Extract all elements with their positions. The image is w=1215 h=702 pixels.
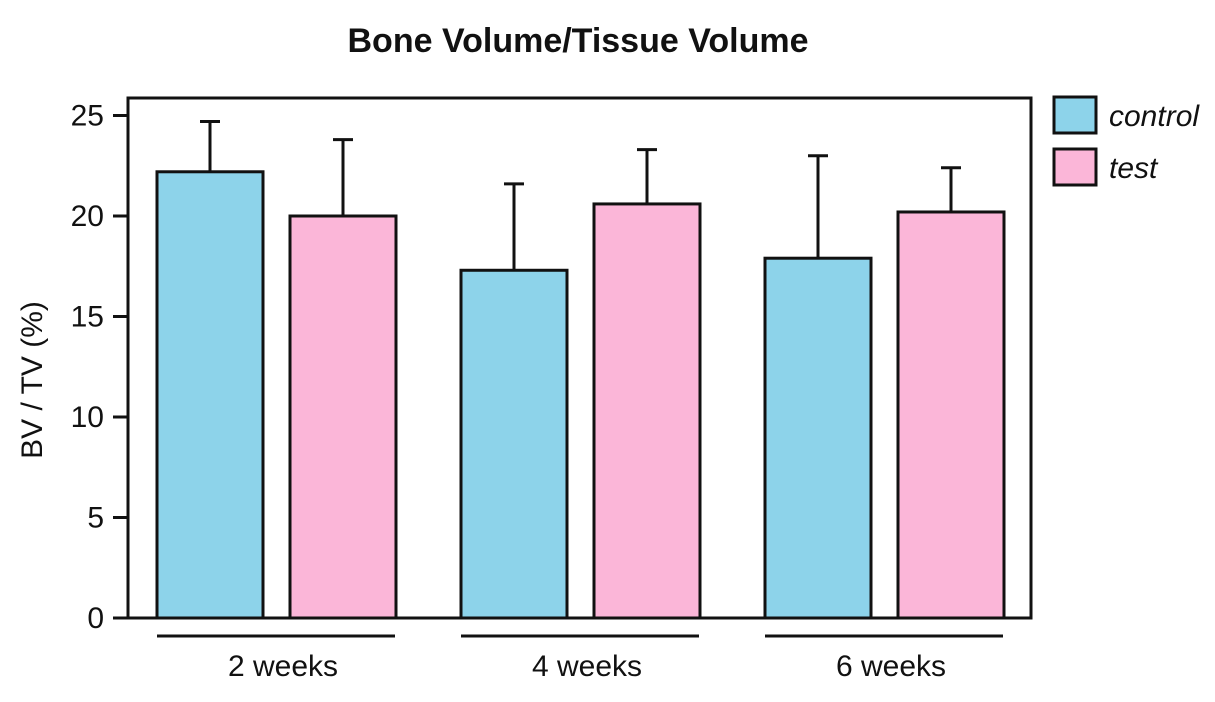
y-axis: 0 5 10 15 20 25 xyxy=(71,100,128,635)
y-axis-label: BV / TV (%) xyxy=(16,301,49,459)
group-label-2: 6 weeks xyxy=(836,650,946,683)
bar-control-2 xyxy=(763,256,873,620)
y-tick-label-20: 20 xyxy=(71,200,104,233)
group-label-1: 4 weeks xyxy=(532,650,642,683)
legend: control test xyxy=(1052,95,1200,187)
bar-control-1 xyxy=(459,268,569,620)
y-tick-label-10: 10 xyxy=(71,401,104,434)
chart-title: Bone Volume/Tissue Volume xyxy=(348,22,809,60)
group-labels-layer: 2 weeks 4 weeks 6 weeks xyxy=(157,634,1003,683)
bar-test-1 xyxy=(592,202,702,620)
bar-test-2 xyxy=(896,210,1006,620)
bar-control-0 xyxy=(155,170,265,620)
legend-label-control: control xyxy=(1109,100,1200,133)
bars-layer xyxy=(155,120,1006,620)
plot-frame xyxy=(126,96,1033,620)
y-tick-label-15: 15 xyxy=(71,301,104,334)
y-tick-label-0: 0 xyxy=(87,602,104,635)
legend-label-test: test xyxy=(1109,152,1159,185)
y-tick-label-25: 25 xyxy=(71,100,104,133)
y-tick-label-5: 5 xyxy=(87,502,104,535)
legend-swatch-control xyxy=(1052,95,1098,135)
bar-test-0 xyxy=(288,214,398,620)
legend-swatch-test xyxy=(1052,147,1098,187)
group-label-0: 2 weeks xyxy=(228,650,338,683)
